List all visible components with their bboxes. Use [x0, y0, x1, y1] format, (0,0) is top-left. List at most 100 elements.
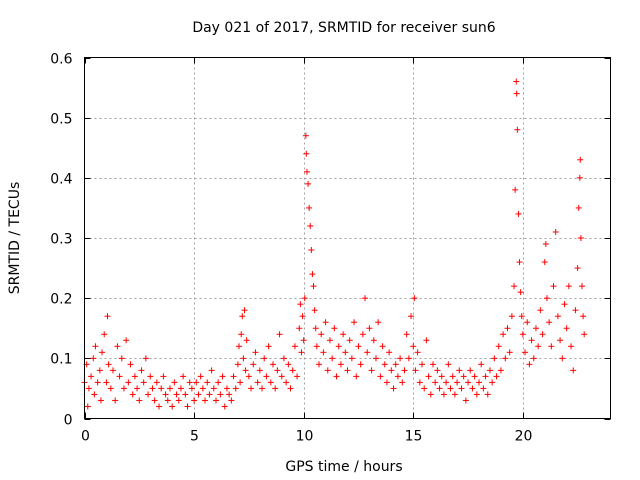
data-point: [254, 379, 261, 386]
data-point: [476, 379, 482, 386]
data-point: [324, 367, 331, 374]
data-point: [528, 337, 535, 344]
data-point: [195, 391, 202, 398]
data-point: [484, 391, 491, 398]
data-point: [357, 361, 364, 368]
data-point: [368, 367, 375, 374]
data-point: [240, 355, 247, 362]
data-point: [131, 373, 138, 380]
data-point: [301, 295, 308, 302]
data-point: [85, 385, 92, 392]
data-point: [269, 361, 276, 368]
data-point: [331, 325, 338, 332]
data-point: [96, 367, 103, 374]
data-point: [193, 379, 200, 386]
data-point: [539, 331, 546, 338]
data-point: [213, 397, 219, 404]
data-point: [186, 379, 193, 386]
data-point: [353, 373, 360, 380]
data-point: [217, 391, 224, 398]
data-point: [303, 168, 310, 175]
data-point: [563, 325, 570, 332]
data-point: [112, 397, 119, 404]
data-point: [506, 349, 513, 356]
data-point: [517, 289, 524, 296]
data-point: [344, 367, 351, 374]
data-point: [513, 78, 520, 85]
data-point: [410, 343, 417, 350]
data-point: [318, 331, 325, 338]
data-point: [236, 343, 243, 350]
data-point: [306, 204, 313, 211]
data-point: [164, 397, 171, 404]
data-point: [375, 319, 382, 326]
data-point: [337, 361, 344, 368]
data-point: [575, 204, 582, 211]
data-point: [581, 331, 588, 338]
data-point: [88, 373, 95, 380]
data-point: [561, 301, 568, 308]
data-point: [153, 379, 160, 386]
data-point: [173, 391, 180, 398]
data-point: [140, 379, 147, 386]
data-point: [421, 385, 428, 392]
data-point: [241, 307, 248, 314]
data-point: [432, 379, 439, 386]
data-point: [191, 397, 198, 404]
data-point: [278, 373, 285, 380]
data-point: [423, 337, 430, 344]
data-point: [147, 373, 154, 380]
data-point: [103, 379, 110, 386]
data-point: [305, 180, 312, 187]
data-point: [401, 367, 408, 374]
data-point: [451, 391, 458, 398]
data-point: [99, 349, 106, 356]
data-point: [256, 367, 263, 374]
y-tick-label: 0.6: [50, 52, 72, 68]
data-point: [397, 355, 404, 362]
y-axis-label: SRMTID / TECUs: [7, 182, 23, 295]
y-tick-label: 0.4: [50, 172, 72, 188]
data-point: [399, 379, 406, 386]
data-point: [355, 343, 362, 350]
data-point: [322, 319, 329, 326]
data-point: [129, 391, 136, 398]
x-tick-label: 0: [81, 429, 90, 445]
axes: 0 5 10 15 20 0 0.1 0.2 0.3 0.4 0.5 0.6: [50, 52, 611, 445]
data-point: [489, 379, 496, 386]
data-point: [557, 337, 564, 344]
data-point: [248, 385, 255, 392]
data-point: [515, 210, 522, 217]
data-point: [296, 325, 303, 332]
data-point: [287, 385, 294, 392]
data-point: [480, 385, 487, 392]
data-point: [142, 355, 149, 362]
data-point: [329, 355, 336, 362]
data-point: [434, 367, 441, 374]
data-point: [223, 385, 230, 392]
data-point: [238, 331, 245, 338]
data-point: [541, 259, 548, 266]
x-tick-label: 20: [515, 429, 533, 445]
data-point: [308, 247, 315, 254]
data-point: [392, 361, 399, 368]
y-tick-label: 0.5: [50, 112, 72, 128]
data-point: [158, 385, 165, 392]
data-point: [403, 331, 410, 338]
data-point: [546, 319, 553, 326]
data-point: [326, 337, 333, 344]
x-tick-label: 10: [296, 429, 314, 445]
data-point: [445, 361, 452, 368]
data-point: [171, 379, 178, 386]
data-point: [243, 337, 250, 344]
data-point: [206, 391, 213, 398]
data-point: [297, 301, 304, 308]
data-point: [199, 385, 206, 392]
data-point: [524, 319, 531, 326]
data-point: [478, 361, 485, 368]
data-point: [372, 355, 379, 362]
data-point: [568, 343, 575, 350]
data-point: [283, 379, 290, 386]
data-point: [565, 283, 572, 290]
